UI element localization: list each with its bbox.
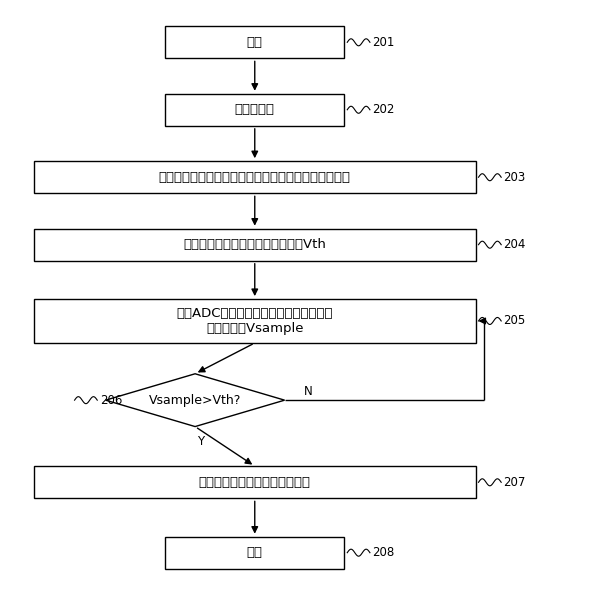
Text: 204: 204 [503, 238, 526, 251]
Polygon shape [106, 374, 284, 427]
FancyBboxPatch shape [34, 466, 476, 499]
Text: 201: 201 [372, 36, 394, 49]
Text: 206: 206 [100, 394, 122, 406]
FancyBboxPatch shape [34, 161, 476, 193]
Text: Y: Y [197, 435, 204, 447]
FancyBboxPatch shape [165, 26, 344, 58]
Text: 光模块上电: 光模块上电 [235, 104, 275, 116]
Text: 设置激光驱动器的初始化电压阈值Vth: 设置激光驱动器的初始化电压阈值Vth [183, 238, 326, 251]
Text: 202: 202 [372, 104, 394, 116]
Text: 208: 208 [372, 546, 394, 559]
Text: 通过ADC采集激光驱动器供电电源网络的
电源电压值Vsample: 通过ADC采集激光驱动器供电电源网络的 电源电压值Vsample [177, 307, 333, 335]
Text: 207: 207 [503, 476, 526, 489]
Text: 利用主处理器初始化激光驱动器: 利用主处理器初始化激光驱动器 [199, 476, 311, 489]
FancyBboxPatch shape [34, 228, 476, 261]
Text: 205: 205 [503, 315, 526, 327]
Text: 主处理器电源电压达到上电复位电平，初始化主处理器: 主处理器电源电压达到上电复位电平，初始化主处理器 [159, 171, 351, 184]
Text: 203: 203 [503, 171, 526, 184]
FancyBboxPatch shape [165, 537, 344, 569]
Text: Vsample>Vth?: Vsample>Vth? [149, 394, 241, 406]
Text: 开始: 开始 [247, 36, 263, 49]
FancyBboxPatch shape [165, 93, 344, 126]
Text: N: N [304, 385, 313, 398]
Text: 结束: 结束 [247, 546, 263, 559]
FancyBboxPatch shape [34, 299, 476, 343]
